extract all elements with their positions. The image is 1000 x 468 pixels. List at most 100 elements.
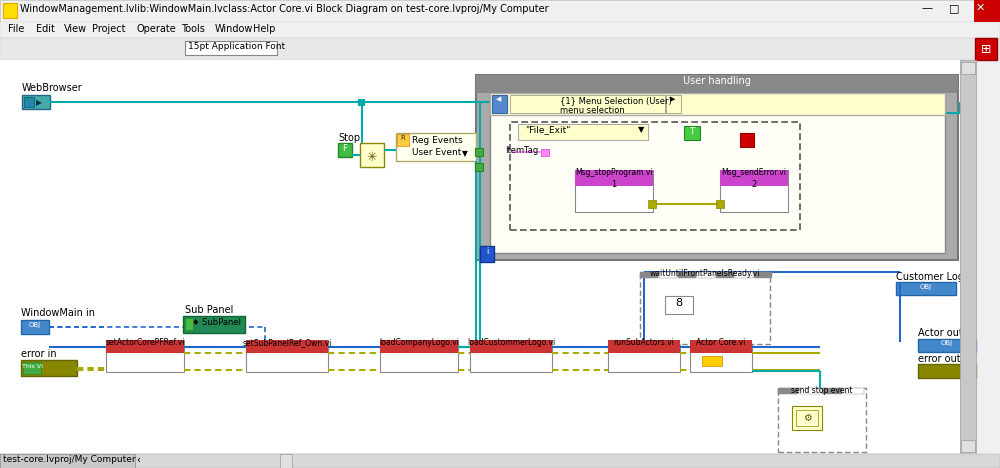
Text: ◀: ◀ (496, 96, 502, 102)
Text: ✳: ✳ (367, 151, 377, 164)
Bar (666, 95, 681, 113)
Bar (22, 95, 50, 109)
Bar (974, 0, 1000, 22)
Text: R: R (401, 136, 405, 141)
Text: ‹: ‹ (136, 455, 140, 465)
Bar (716, 272, 734, 278)
Bar (640, 272, 770, 344)
Bar (541, 149, 549, 156)
Text: ⊞: ⊞ (981, 43, 991, 56)
Text: —: — (921, 3, 932, 13)
Bar (792, 406, 822, 430)
Bar (360, 143, 384, 167)
Text: test-core.lvproj/My Computer: test-core.lvproj/My Computer (3, 455, 136, 464)
Text: error in: error in (21, 349, 57, 359)
Text: setSubPanelRef_Own.vi: setSubPanelRef_Own.vi (242, 338, 332, 347)
Text: Reg Events: Reg Events (412, 136, 463, 145)
Bar (735, 272, 753, 278)
Text: F: F (343, 144, 347, 153)
Bar (0, 454, 1000, 468)
Bar (575, 170, 653, 212)
Bar (961, 62, 975, 74)
Text: OBJ: OBJ (920, 284, 932, 290)
Text: setActorCorePFRef.vi: setActorCorePFRef.vi (105, 338, 185, 347)
Bar (975, 38, 997, 60)
Bar (246, 340, 328, 353)
Bar (754, 272, 772, 278)
Bar (690, 340, 752, 372)
Text: loadCustommerLogo.vi: loadCustommerLogo.vi (467, 338, 555, 347)
Text: WindowManagement.lvlib:WindowMain.lvclass:Actor Core.vi Block Diagram on test-co: WindowManagement.lvlib:WindowMain.lvclas… (20, 4, 549, 14)
Bar (476, 75, 958, 93)
Bar (397, 134, 409, 146)
Text: Tools: Tools (181, 24, 205, 34)
Bar (510, 122, 800, 230)
Text: View: View (64, 24, 87, 34)
Bar (716, 200, 724, 208)
Text: ▼: ▼ (638, 125, 644, 134)
Bar (183, 316, 245, 333)
Bar (358, 99, 365, 106)
Text: OBJ: OBJ (941, 341, 953, 346)
Bar (0, 454, 960, 468)
Text: ✕: ✕ (976, 3, 985, 13)
Bar (280, 454, 292, 468)
Text: WebBrowser: WebBrowser (22, 83, 83, 93)
Bar (844, 388, 864, 394)
Text: WindowMain in: WindowMain in (21, 308, 95, 318)
Text: Sub Panel: Sub Panel (185, 305, 233, 315)
Bar (21, 320, 49, 334)
Text: i: i (486, 248, 488, 256)
Bar (0, 60, 960, 460)
Text: ▶: ▶ (670, 96, 676, 102)
Text: waitUntilFrontPanelsReady.vi: waitUntilFrontPanelsReady.vi (650, 269, 760, 278)
Bar (896, 282, 956, 295)
Text: 2: 2 (751, 180, 757, 189)
Bar (800, 388, 820, 394)
Bar (778, 388, 798, 394)
Text: ▶: ▶ (36, 98, 42, 107)
Text: T: T (689, 127, 695, 136)
Bar (678, 272, 696, 278)
Text: test-core.lvproj/My Computer: test-core.lvproj/My Computer (4, 455, 137, 464)
Text: 15pt Application Font: 15pt Application Font (188, 42, 285, 51)
Bar (778, 388, 866, 452)
Text: File: File (8, 24, 24, 34)
Text: error out: error out (918, 354, 961, 364)
Bar (684, 126, 700, 140)
Text: Msg_sendError.vi: Msg_sendError.vi (722, 168, 786, 177)
Bar (575, 170, 653, 186)
Text: User handling: User handling (683, 76, 751, 86)
Bar (24, 97, 34, 107)
Text: Operate: Operate (136, 24, 176, 34)
Bar (106, 340, 184, 353)
Bar (480, 246, 494, 262)
Text: Msg_stopProgram.vi: Msg_stopProgram.vi (575, 168, 653, 177)
Bar (720, 170, 788, 186)
Bar (697, 272, 715, 278)
Text: ‹: ‹ (128, 455, 135, 465)
Bar (796, 410, 818, 426)
Text: Actor Core.vi: Actor Core.vi (696, 338, 746, 347)
Bar (106, 340, 184, 372)
Bar (740, 133, 754, 147)
Bar (640, 272, 658, 278)
Bar (380, 340, 458, 353)
Bar (246, 340, 328, 372)
Text: This VI: This VI (22, 364, 42, 368)
Bar (0, 22, 1000, 38)
Bar (475, 148, 483, 156)
Bar (0, 0, 1000, 22)
Text: menu selection: menu selection (560, 106, 625, 115)
Bar (185, 41, 277, 55)
Bar (510, 95, 665, 113)
Text: ▼: ▼ (462, 149, 468, 158)
Bar (338, 143, 352, 157)
Bar (3, 3, 17, 18)
Bar (380, 340, 458, 372)
Text: 8: 8 (675, 298, 683, 307)
Bar (490, 93, 945, 115)
Text: Customer Logo: Customer Logo (896, 272, 970, 282)
Bar (0, 38, 1000, 60)
Bar (518, 124, 648, 140)
